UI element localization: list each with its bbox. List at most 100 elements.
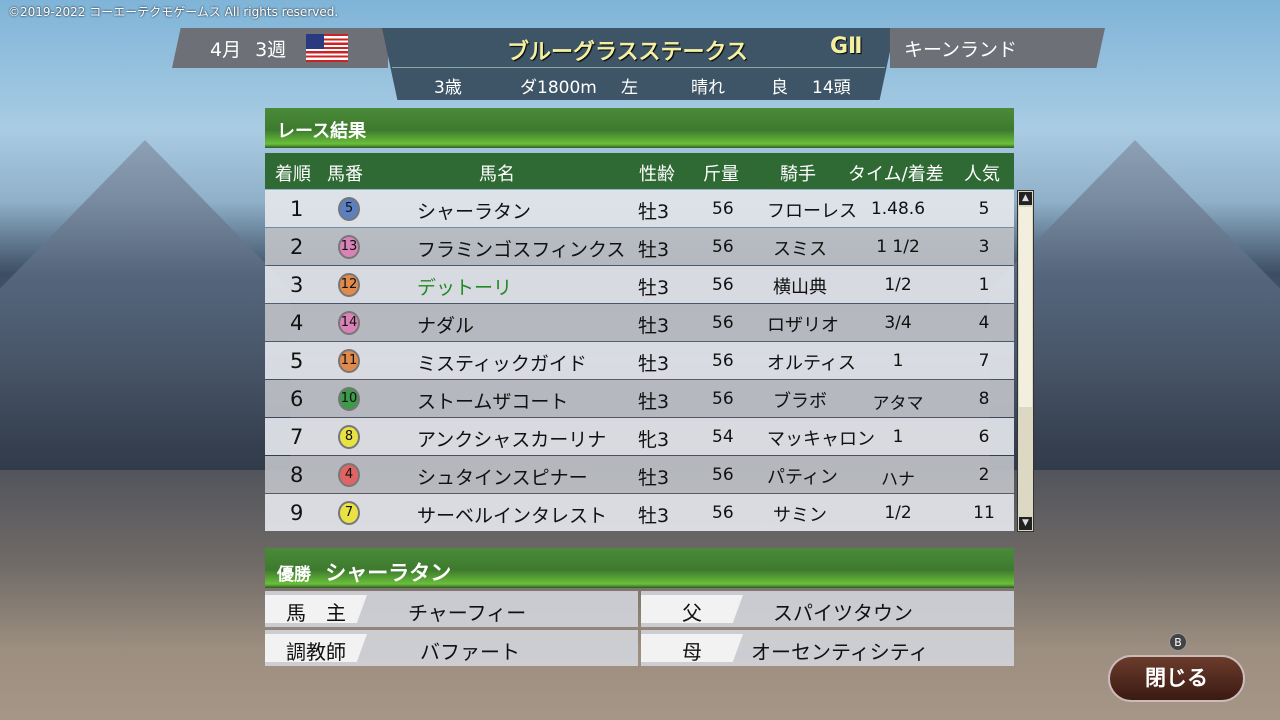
horse-name[interactable]: シュタインスピナー — [417, 467, 588, 489]
b-button-hint-icon: B — [1169, 633, 1187, 651]
horse-name[interactable]: シャーラタン — [417, 201, 532, 223]
result-row[interactable]: 8 4 シュタインスピナー 牡3 56 パティン ハナ 2 — [265, 456, 1014, 493]
jockey: パティン — [767, 467, 838, 488]
carried-weight: 56 — [712, 275, 734, 295]
horse-number-badge: 14 — [338, 311, 360, 335]
race-name: ブルーグラスステークス — [507, 40, 748, 65]
week: 3週 — [255, 38, 287, 61]
carried-weight: 56 — [712, 237, 734, 257]
usa-flag-icon — [306, 34, 349, 62]
sex-age: 牡3 — [638, 467, 670, 489]
race-direction: 左 — [621, 78, 638, 98]
jockey: ブラボ — [773, 391, 827, 412]
race-distance: ダ1800m — [520, 78, 597, 98]
horse-number-badge: 13 — [338, 235, 360, 259]
sex-age: 牡3 — [638, 391, 670, 413]
scroll-up-icon[interactable]: ▲ — [1019, 192, 1032, 205]
time-margin: 1 1/2 — [876, 237, 920, 257]
result-row[interactable]: 7 8 アンクシャスカーリナ 牝3 54 マッキャロン 1 6 — [265, 418, 1014, 455]
col-number: 馬番 — [327, 164, 363, 185]
horse-name[interactable]: フラミンゴスフィンクス — [417, 239, 626, 261]
result-row[interactable]: 3 12 デットーリ 牡3 56 横山典 1/2 1 — [265, 266, 1014, 303]
dam-value: オーセンティシティ — [751, 640, 929, 664]
col-popularity: 人気 — [964, 164, 1000, 185]
winner-name: シャーラタン — [325, 561, 452, 585]
divider — [392, 67, 885, 68]
date-panel: 4月 3週 — [172, 28, 388, 68]
jockey: スミス — [773, 239, 827, 260]
result-row[interactable]: 5 11 ミスティックガイド 牡3 56 オルティス 1 7 — [265, 342, 1014, 379]
result-row[interactable]: 1 5 シャーラタン 牡3 56 フローレス 1.48.6 5 — [265, 190, 1014, 227]
popularity: 1 — [978, 275, 990, 295]
sex-age: 牡3 — [638, 353, 670, 375]
jockey: 横山典 — [773, 277, 827, 298]
horse-number-badge: 11 — [338, 349, 360, 373]
sire-label: 父 — [641, 595, 743, 623]
carried-weight: 56 — [712, 503, 734, 523]
carried-weight: 56 — [712, 351, 734, 371]
owner-label: 馬 主 — [265, 595, 367, 623]
race-going: 良 — [771, 78, 788, 98]
horse-name[interactable]: アンクシャスカーリナ — [417, 429, 607, 451]
owner-row: 馬 主 チャーフィー — [265, 591, 638, 627]
col-sex-age: 性齢 — [639, 164, 675, 185]
background-grandstand — [0, 140, 290, 470]
finish-position: 4 — [290, 311, 304, 335]
sex-age: 牝3 — [638, 429, 670, 451]
carried-weight: 56 — [712, 465, 734, 485]
finish-position: 3 — [290, 273, 304, 297]
popularity: 6 — [978, 427, 990, 447]
horse-number-badge: 5 — [338, 197, 360, 221]
horse-name[interactable]: サーベルインタレスト — [417, 505, 608, 527]
sex-age: 牡3 — [638, 315, 670, 337]
carried-weight: 56 — [712, 389, 734, 409]
trainer-value: バファート — [420, 640, 520, 664]
result-row[interactable]: 9 7 サーベルインタレスト 牡3 56 サミン 1/2 11 — [265, 494, 1014, 531]
popularity: 5 — [978, 199, 990, 219]
results-table-header: 着順 馬番 馬名 性齢 斤量 騎手 タイム/着差 人気 — [265, 153, 1014, 189]
popularity: 11 — [973, 503, 995, 523]
time-margin: 1 — [892, 351, 904, 371]
results-scrollbar[interactable]: ▲ ▼ — [1017, 190, 1034, 532]
result-row[interactable]: 6 10 ストームザコート 牡3 56 ブラボ アタマ 8 — [265, 380, 1014, 417]
results-title: レース結果 — [265, 108, 1014, 148]
horse-number-badge: 7 — [338, 501, 360, 525]
finish-position: 7 — [290, 425, 304, 449]
sex-age: 牡3 — [638, 239, 670, 261]
race-weather: 晴れ — [691, 78, 725, 98]
scroll-thumb[interactable] — [1019, 207, 1032, 407]
popularity: 4 — [978, 313, 990, 333]
col-jockey: 騎手 — [780, 164, 816, 185]
scroll-down-icon[interactable]: ▼ — [1019, 517, 1032, 530]
sex-age: 牡3 — [638, 277, 670, 299]
carried-weight: 54 — [712, 427, 734, 447]
finish-position: 5 — [290, 349, 304, 373]
jockey: フローレス — [767, 201, 857, 222]
trainer-row: 調教師 バファート — [265, 630, 638, 666]
horse-name[interactable]: ミスティックガイド — [417, 353, 587, 375]
time-margin: 1.48.6 — [870, 199, 926, 219]
winner-bar: 優勝 シャーラタン — [265, 548, 1014, 588]
col-name: 馬名 — [479, 164, 515, 185]
winner-label: 優勝 — [277, 565, 311, 585]
horse-name[interactable]: ナダル — [417, 315, 475, 337]
close-button[interactable]: 閉じる — [1108, 655, 1245, 702]
sire-value: スパイツタウン — [773, 601, 913, 625]
jockey: サミン — [773, 505, 827, 526]
horse-number-badge: 4 — [338, 463, 360, 487]
result-row[interactable]: 2 13 フラミンゴスフィンクス 牡3 56 スミス 1 1/2 3 — [265, 228, 1014, 265]
horse-name[interactable]: デットーリ — [417, 277, 513, 299]
finish-position: 1 — [290, 197, 304, 221]
sire-row: 父 スパイツタウン — [641, 591, 1014, 627]
horse-number-badge: 10 — [338, 387, 360, 411]
race-age: 3歳 — [434, 78, 462, 98]
racecourse: キーンランド — [890, 28, 1105, 68]
finish-position: 6 — [290, 387, 304, 411]
finish-position: 2 — [290, 235, 304, 259]
horse-number-badge: 12 — [338, 273, 360, 297]
owner-value: チャーフィー — [408, 601, 527, 625]
result-row[interactable]: 4 14 ナダル 牡3 56 ロザリオ 3/4 4 — [265, 304, 1014, 341]
race-grade: GⅡ — [830, 34, 863, 59]
horse-name[interactable]: ストームザコート — [417, 391, 569, 413]
race-info-panel: ブルーグラスステークス GⅡ 3歳 ダ1800m 左 晴れ 良 14頭 — [382, 28, 895, 100]
